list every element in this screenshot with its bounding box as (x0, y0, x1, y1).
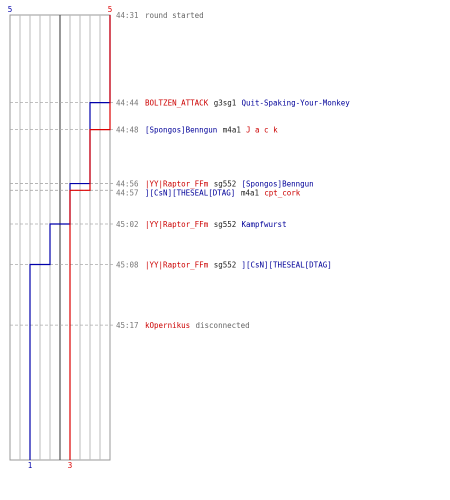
series-end-label: 1 (28, 461, 33, 470)
series-end-label: 3 (68, 461, 73, 470)
event-time: 45:17 (116, 321, 139, 330)
event-time: 44:57 (116, 188, 139, 197)
event-text: m4a1 (241, 188, 259, 197)
event-text: Quit-Spaking-Your-Monkey (241, 99, 350, 108)
event-text: disconnected (196, 321, 250, 330)
event-text: |YY|Raptor_FFm (145, 220, 209, 229)
event-text: m4a1 (223, 126, 241, 135)
event-text: J a c k (246, 126, 278, 135)
event-time: 44:44 (116, 99, 139, 108)
event-text: cpt_cork (264, 188, 301, 197)
grid (9, 14, 111, 461)
series-start-label: 5 (8, 5, 13, 14)
event-text: [Spongos]Benngun (145, 126, 217, 135)
event-time: 44:31 (116, 11, 139, 20)
event-text: sg552 (214, 260, 237, 269)
event-text: g3sg1 (214, 99, 237, 108)
event-text: kOpernikus (145, 321, 190, 330)
event-time: 44:48 (116, 126, 139, 135)
event-text: [Spongos]Benngun (241, 180, 313, 189)
series-line-1 (69, 15, 111, 460)
event-text: BOLTZEN_ATTACK (145, 99, 209, 108)
event-text: |YY|Raptor_FFm (145, 260, 209, 269)
event-text: ][CsN][THESEAL[DTAG] (241, 260, 331, 269)
event-time: 45:08 (116, 260, 139, 269)
event-text: Kampfwurst (241, 220, 286, 229)
event-text: sg552 (214, 180, 237, 189)
event-time: 44:56 (116, 180, 139, 189)
series-start-label: 5 (108, 5, 113, 14)
event-text: sg552 (214, 220, 237, 229)
event-text: |YY|Raptor_FFm (145, 180, 209, 189)
event-text: round started (145, 11, 204, 20)
event-time: 45:02 (116, 220, 139, 229)
event-text: ][CsN][THESEAL[DTAG] (145, 188, 235, 197)
